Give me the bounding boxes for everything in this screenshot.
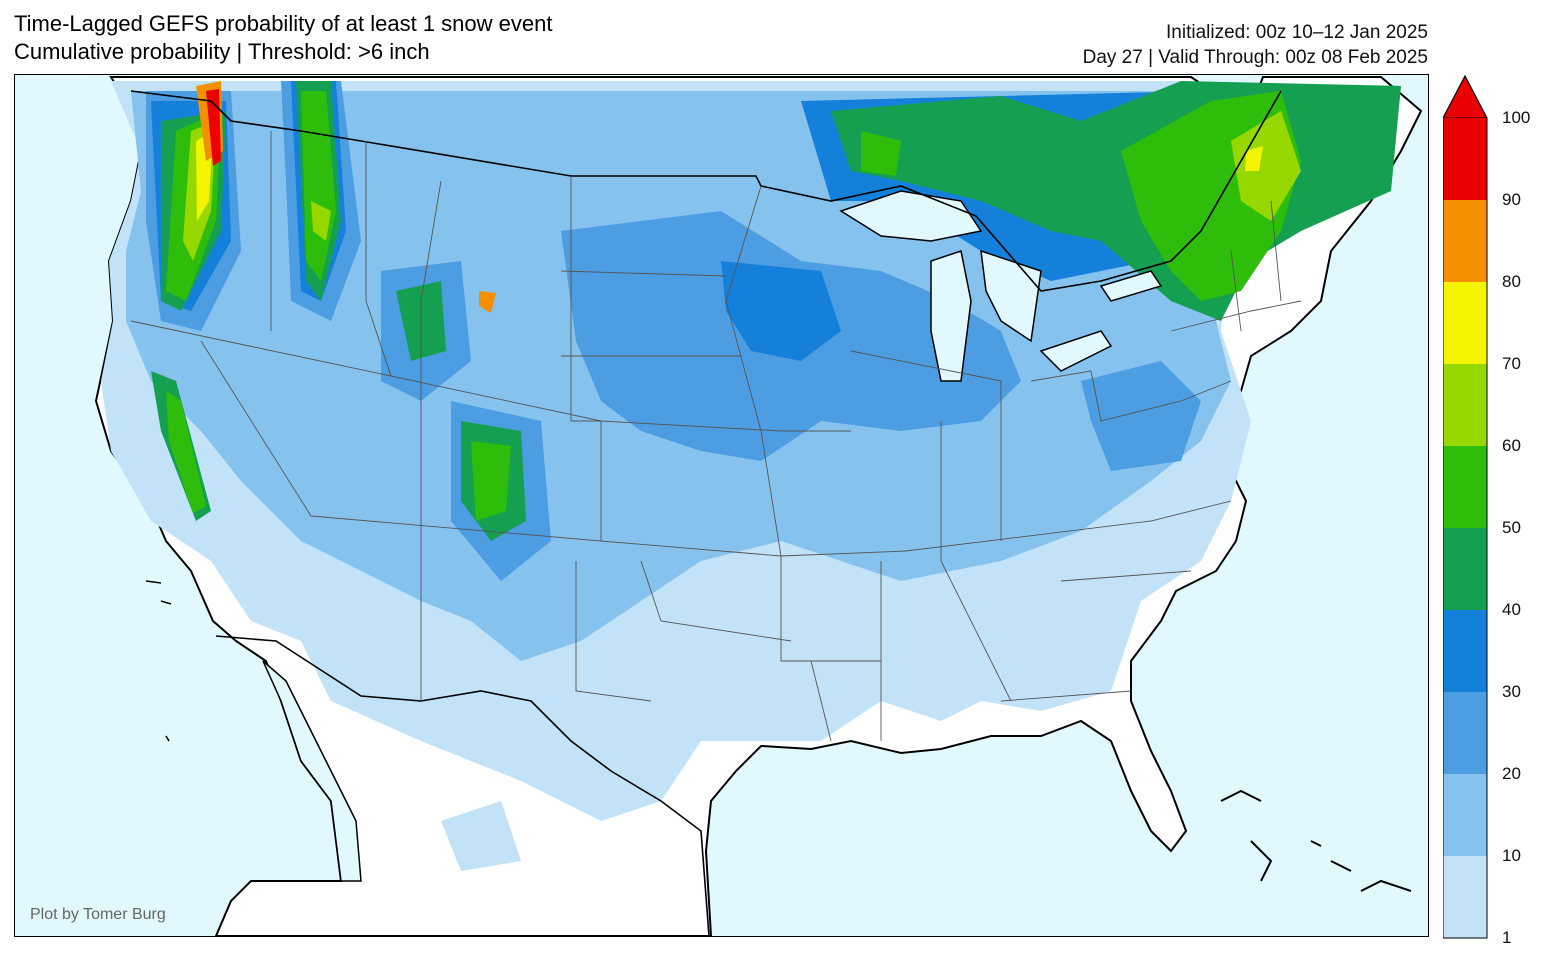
colorbar-swatch-90-100 <box>1443 118 1487 200</box>
init-block: Initialized: 00z 10–12 Jan 2025 Day 27 |… <box>1083 20 1428 70</box>
us-mexico-border <box>215 635 710 936</box>
colorbar-label-50: 50 <box>1502 518 1521 537</box>
colorbar-extend-arrow <box>1442 74 1488 119</box>
colorbar-swatch-80-90 <box>1443 200 1487 282</box>
title-block: Time-Lagged GEFS probability of at least… <box>14 10 552 66</box>
colorbar-swatch-60-70 <box>1443 364 1487 446</box>
map-svg <box>15 75 1428 936</box>
colorbar-label-20: 20 <box>1502 764 1521 783</box>
us-canada-border <box>130 90 1282 292</box>
colorbar-swatch-50-60 <box>1443 446 1487 528</box>
initialized-text: Initialized: 00z 10–12 Jan 2025 <box>1166 22 1428 43</box>
plot-credit: Plot by Tomer Burg <box>30 906 166 923</box>
colorbar <box>1442 74 1493 949</box>
colorbar-label-10: 10 <box>1502 846 1521 865</box>
gulf-of-california <box>262 660 362 882</box>
colorbar-label-1: 1 <box>1502 928 1512 947</box>
baja-islands <box>145 580 172 742</box>
state-lines <box>130 131 1302 742</box>
colorbar-label-40: 40 <box>1502 600 1521 619</box>
sub-title: Cumulative probability | Threshold: >6 i… <box>14 39 430 64</box>
colorbar-label-90: 90 <box>1502 190 1521 209</box>
colorbar-swatch-1-10 <box>1443 856 1487 938</box>
colorbar-outline <box>1442 74 1488 939</box>
colorbar-swatch-70-80 <box>1443 282 1487 364</box>
colorbar-swatch-40-50 <box>1443 528 1487 610</box>
bahamas-islands <box>1220 789 1412 892</box>
colorbar-swatch-10-20 <box>1443 774 1487 856</box>
colorbar-label-30: 30 <box>1502 682 1521 701</box>
colorbar-label-80: 80 <box>1502 272 1521 291</box>
main-title: Time-Lagged GEFS probability of at least… <box>14 11 553 36</box>
colorbar-label-60: 60 <box>1502 436 1521 455</box>
valid-through-text: Day 27 | Valid Through: 00z 08 Feb 2025 <box>1082 47 1428 68</box>
colorbar-label-70: 70 <box>1502 354 1521 373</box>
colorbar-svg <box>1442 74 1488 939</box>
map-panel <box>14 74 1429 937</box>
colorbar-swatch-30-40 <box>1443 610 1487 692</box>
colorbar-swatch-20-30 <box>1443 692 1487 774</box>
colorbar-label-100: 100 <box>1502 108 1531 127</box>
